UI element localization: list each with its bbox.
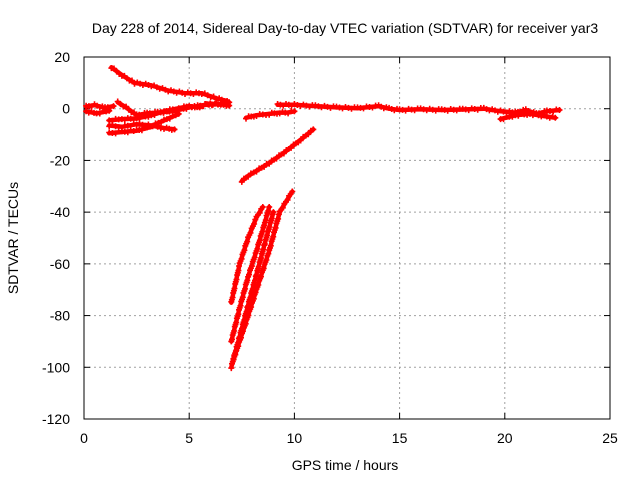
x-tick-label: 5 [185, 430, 193, 446]
chart-title: Day 228 of 2014, Sidereal Day-to-day VTE… [92, 20, 598, 36]
series-trace-2 [83, 107, 113, 117]
data-series [83, 65, 563, 372]
series-markers [497, 110, 559, 123]
series-trace-8 [196, 99, 233, 110]
x-tick-label: 20 [497, 430, 513, 446]
y-tick-label: -80 [50, 308, 70, 324]
y-tick-label: -20 [50, 152, 70, 168]
x-axis-label: GPS time / hours [292, 457, 399, 473]
y-tick-label: 20 [54, 49, 70, 65]
x-tick-labels: 0 5 10 15 20 25 [80, 430, 618, 446]
y-tick-label: -120 [42, 411, 70, 427]
series-trace-1 [83, 101, 117, 111]
series-trace-7 [106, 110, 182, 137]
series-trace-16 [230, 188, 296, 362]
series-markers [238, 126, 317, 185]
series-trace-9 [243, 108, 298, 122]
series-markers [83, 107, 113, 117]
series-markers [108, 65, 231, 105]
y-tick-labels: -120 -100 -80 -60 -40 -20 0 20 [42, 49, 70, 427]
plot-frame [83, 56, 611, 420]
series-markers [243, 108, 298, 122]
series-trace-14 [228, 204, 273, 345]
y-tick-label: -100 [42, 359, 70, 375]
x-tick-label: 15 [392, 430, 408, 446]
series-markers [230, 188, 296, 362]
series-trace-11 [497, 110, 559, 123]
series-markers [83, 101, 117, 111]
x-tick-label: 10 [287, 430, 303, 446]
series-markers [228, 204, 266, 305]
x-tick-label: 0 [80, 430, 88, 446]
series-trace-3 [108, 65, 231, 105]
series-markers [106, 103, 203, 124]
y-tick-label: 0 [62, 101, 70, 117]
y-tick-label: -40 [50, 204, 70, 220]
y-axis-label: SDTVAR / TECUs [5, 182, 21, 294]
series-trace-12 [238, 126, 317, 185]
series-trace-5 [106, 103, 203, 124]
series-markers [196, 99, 233, 110]
series-markers [106, 110, 182, 137]
x-tick-label: 25 [602, 430, 618, 446]
axis-ticks [83, 56, 611, 420]
series-markers [228, 204, 273, 345]
series-trace-13 [228, 204, 266, 305]
y-tick-label: -60 [50, 256, 70, 272]
